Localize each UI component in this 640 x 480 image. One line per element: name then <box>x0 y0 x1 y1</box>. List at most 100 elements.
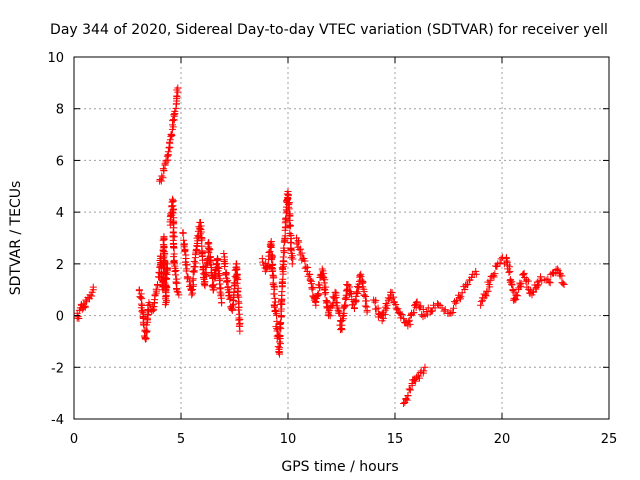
data-point <box>149 306 157 314</box>
data-point <box>228 305 236 313</box>
data-point <box>431 304 439 312</box>
data-point <box>181 247 189 255</box>
data-point <box>160 252 168 260</box>
data-point <box>164 151 172 159</box>
data-point <box>197 219 205 227</box>
data-point <box>356 271 364 279</box>
data-point <box>410 309 418 317</box>
data-point <box>280 247 288 255</box>
data-point <box>544 275 552 283</box>
data-point <box>81 302 89 310</box>
y-tick-label: 8 <box>56 103 64 118</box>
data-point <box>287 247 295 255</box>
data-point <box>403 396 411 404</box>
data-point <box>554 265 562 273</box>
data-point <box>182 251 190 259</box>
data-point <box>533 282 541 290</box>
data-point <box>417 302 425 310</box>
data-point <box>160 166 168 174</box>
data-point <box>141 333 149 341</box>
data-point <box>236 327 244 335</box>
data-point <box>331 288 339 296</box>
data-point <box>321 290 329 298</box>
data-point <box>189 276 197 284</box>
data-point <box>170 250 178 258</box>
data-point <box>138 307 146 315</box>
data-point <box>278 291 286 299</box>
data-point <box>449 304 457 312</box>
data-point <box>138 295 146 303</box>
data-point <box>309 283 317 291</box>
y-tick-label: 2 <box>56 258 64 273</box>
data-point <box>135 287 143 295</box>
data-point <box>215 271 223 279</box>
data-point <box>506 267 514 275</box>
data-point <box>519 270 527 278</box>
data-point <box>143 327 151 335</box>
data-point <box>189 286 197 294</box>
data-point <box>191 263 199 271</box>
data-point <box>74 312 82 320</box>
data-point <box>166 136 174 144</box>
data-point <box>296 245 304 253</box>
data-point <box>236 319 244 327</box>
data-point <box>164 266 172 274</box>
data-point <box>159 174 167 182</box>
data-point <box>477 301 485 309</box>
data-point <box>184 273 192 281</box>
data-point <box>406 320 414 328</box>
data-point <box>202 270 210 278</box>
x-tick-label: 15 <box>387 432 404 447</box>
data-point <box>320 274 328 282</box>
data-point <box>88 292 96 300</box>
data-point <box>172 271 180 279</box>
data-point <box>156 176 164 184</box>
data-point <box>173 288 181 296</box>
data-point <box>424 304 432 312</box>
data-point <box>284 192 292 200</box>
data-point <box>221 259 229 267</box>
data-point <box>405 317 413 325</box>
data-point <box>509 287 517 295</box>
data-point <box>142 328 150 336</box>
data-point <box>514 292 522 300</box>
data-point <box>307 277 315 285</box>
data-point <box>190 258 198 266</box>
y-tick-labels: -4 -2 0 2 4 6 8 10 <box>47 51 64 428</box>
data-point <box>312 298 320 306</box>
data-point <box>196 230 204 238</box>
data-point <box>537 273 545 281</box>
data-point <box>276 340 284 348</box>
data-point <box>351 298 359 306</box>
data-point <box>516 281 524 289</box>
data-point <box>398 311 406 319</box>
data-point <box>517 279 525 287</box>
x-tick-label: 20 <box>494 432 511 447</box>
data-point <box>314 290 322 298</box>
data-point <box>421 363 429 371</box>
y-tick-label: 10 <box>47 51 64 66</box>
data-point <box>461 286 469 294</box>
data-point <box>196 225 204 233</box>
data-point <box>558 272 566 280</box>
data-point <box>175 291 183 299</box>
data-point <box>189 281 197 289</box>
data-point <box>209 273 217 281</box>
data-point <box>214 255 222 263</box>
data-point <box>206 246 214 254</box>
data-point <box>490 273 498 281</box>
chart-title: Day 344 of 2020, Sidereal Day-to-day VTE… <box>50 22 608 38</box>
data-point <box>210 284 218 292</box>
data-point <box>169 117 177 125</box>
data-point <box>162 283 170 291</box>
data-point <box>477 297 485 305</box>
data-point <box>160 244 168 252</box>
y-axis-label: SDTVAR / TECUs <box>8 181 24 296</box>
data-point <box>404 392 412 400</box>
data-point <box>440 307 448 315</box>
data-point <box>354 284 362 292</box>
data-point <box>455 293 463 301</box>
data-point <box>383 301 391 309</box>
data-point <box>400 399 408 407</box>
